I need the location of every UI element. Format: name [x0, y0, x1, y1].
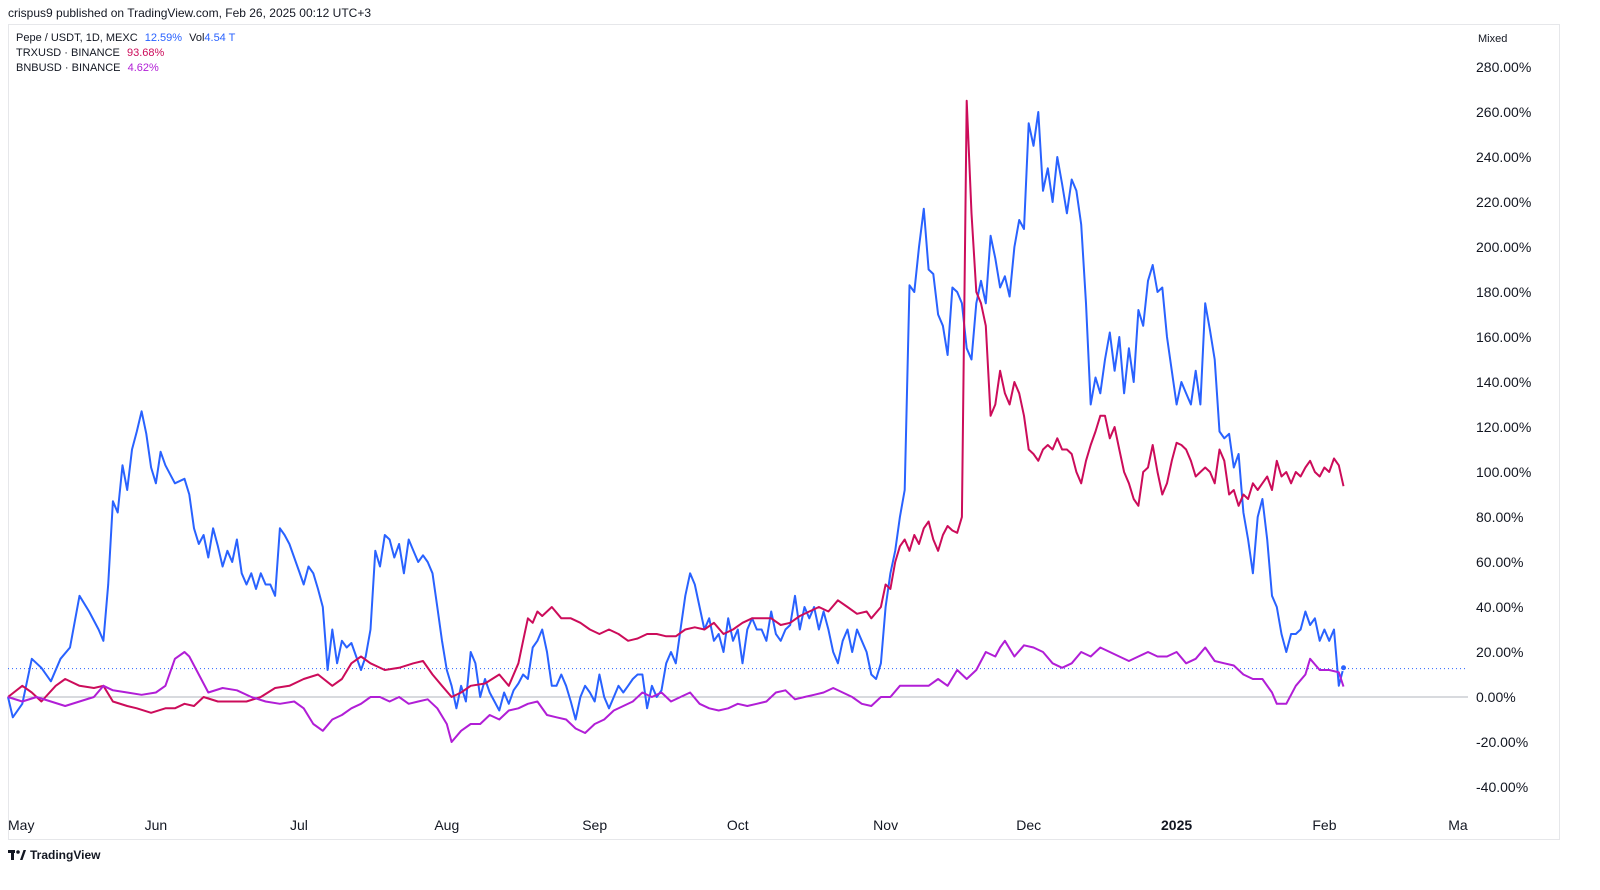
x-tick-label: 2025 [1161, 817, 1192, 833]
legend-vol-value: 4.54 T [204, 32, 236, 44]
y-tick-label: 20.00% [1476, 644, 1523, 660]
tradingview-logo-icon [8, 849, 26, 861]
legend-row-bnb[interactable]: BNBUSD · BINANCE 4.62% [16, 61, 235, 76]
legend-name: BNBUSD · BINANCE [16, 62, 121, 74]
y-tick-label: 140.00% [1476, 374, 1531, 390]
legend-vol-label: Vol [189, 32, 205, 44]
series-line [7, 111, 1345, 721]
tradingview-brand: TradingView [8, 848, 100, 862]
legend-name: Pepe / USDT, 1D, MEXC [16, 32, 138, 44]
scale-mode-label[interactable]: Mixed [1478, 33, 1508, 45]
y-tick-label: 280.00% [1476, 59, 1531, 75]
x-tick-label: Feb [1312, 817, 1336, 833]
y-tick-label: 220.00% [1476, 194, 1531, 210]
legend-value: 4.62% [127, 62, 159, 74]
y-tick-label: 260.00% [1476, 104, 1531, 120]
x-tick-label: Jun [145, 817, 168, 833]
y-tick-label: 120.00% [1476, 419, 1531, 435]
x-tick-label: May [8, 817, 34, 833]
x-tick-label: Nov [873, 817, 898, 833]
legend-name: TRXUSD · BINANCE [16, 47, 120, 59]
y-tick-label: 0.00% [1476, 689, 1516, 705]
series-last-point [1340, 664, 1348, 672]
legend-row-trx[interactable]: TRXUSD · BINANCE 93.68% [16, 46, 235, 61]
legend-value: 12.59% [144, 32, 183, 44]
y-tick-label: 60.00% [1476, 554, 1523, 570]
y-tick-label: 40.00% [1476, 599, 1523, 615]
x-tick-label: Sep [582, 817, 607, 833]
series-line [7, 639, 1345, 743]
chart-panel[interactable] [8, 24, 1560, 840]
y-tick-label: 160.00% [1476, 329, 1531, 345]
legend-value: 93.68% [126, 47, 165, 59]
publisher-line: crispus9 published on TradingView.com, F… [8, 6, 371, 20]
legend-row-pepe[interactable]: Pepe / USDT, 1D, MEXC 12.59% Vol4.54 T [16, 31, 235, 46]
y-tick-label: -20.00% [1476, 734, 1528, 750]
brand-name: TradingView [30, 848, 101, 862]
y-tick-label: 240.00% [1476, 149, 1531, 165]
x-tick-label: Ma [1448, 817, 1468, 833]
x-tick-label: Dec [1016, 817, 1041, 833]
y-tick-label: 100.00% [1476, 464, 1531, 480]
series-line [7, 99, 1345, 714]
y-tick-label: 200.00% [1476, 239, 1531, 255]
x-tick-label: Aug [434, 817, 459, 833]
x-tick-label: Oct [727, 817, 749, 833]
y-tick-label: -40.00% [1476, 779, 1528, 795]
y-tick-label: 80.00% [1476, 509, 1523, 525]
series-legend: Pepe / USDT, 1D, MEXC 12.59% Vol4.54 T T… [16, 31, 235, 76]
y-tick-label: 180.00% [1476, 284, 1531, 300]
x-tick-label: Jul [290, 817, 308, 833]
